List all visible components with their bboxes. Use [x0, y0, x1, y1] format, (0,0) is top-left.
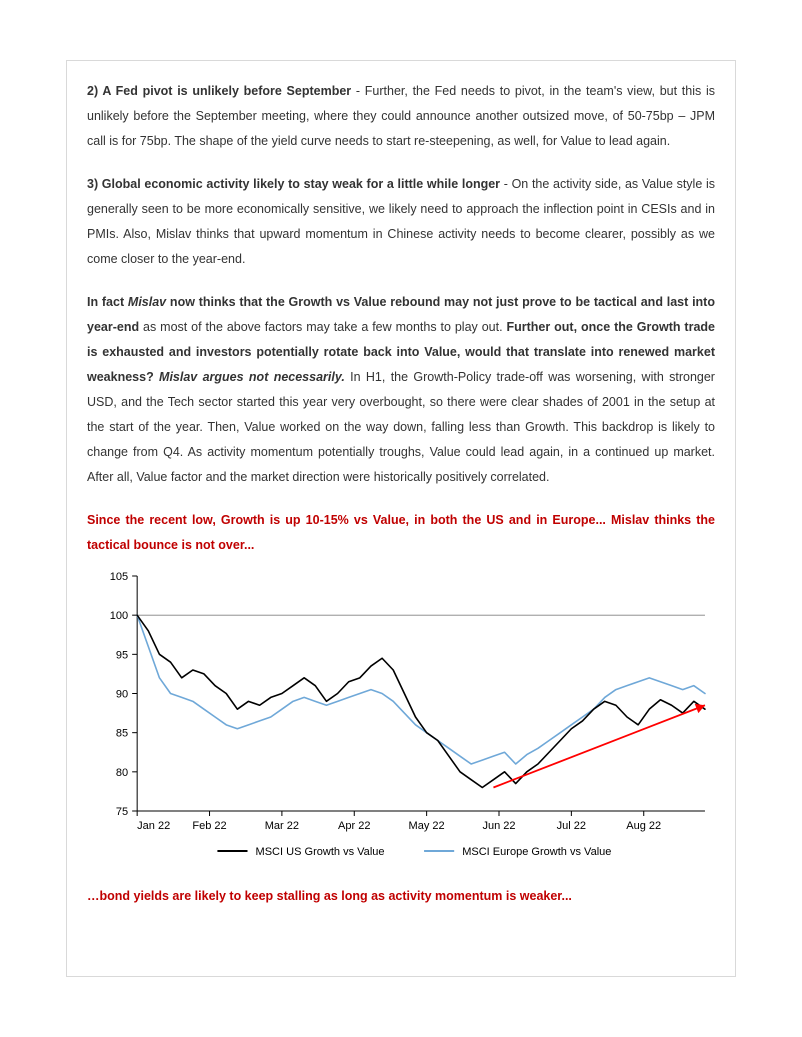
- red-heading-bottom: …bond yields are likely to keep stalling…: [87, 884, 715, 909]
- svg-text:Jun 22: Jun 22: [482, 820, 515, 832]
- svg-text:Jul 22: Jul 22: [557, 820, 586, 832]
- p4-b: Mislav: [128, 295, 166, 309]
- p4-f: Mislav argues not necessarily.: [159, 370, 345, 384]
- growth-vs-value-chart: 75 80 85 90 95 100 105 Jan 22 Feb 22 Mar 22 Apr 22…: [87, 566, 715, 866]
- content-box: 2) A Fed pivot is unlikely before Septem…: [66, 60, 736, 977]
- svg-text:Mar 22: Mar 22: [265, 820, 299, 832]
- svg-text:100: 100: [110, 610, 128, 622]
- svg-text:80: 80: [116, 767, 128, 779]
- svg-text:Apr 22: Apr 22: [338, 820, 370, 832]
- svg-text:Feb 22: Feb 22: [192, 820, 226, 832]
- p4-g: In H1, the Growth-Policy trade-off was w…: [87, 370, 715, 484]
- svg-text:90: 90: [116, 689, 128, 701]
- svg-text:Jan 22: Jan 22: [137, 820, 170, 832]
- svg-text:105: 105: [110, 571, 128, 583]
- svg-text:Aug 22: Aug 22: [626, 820, 661, 832]
- para-mislav: In fact Mislav now thinks that the Growt…: [87, 290, 715, 490]
- para-global-lead: 3) Global economic activity likely to st…: [87, 177, 500, 191]
- p4-d: as most of the above factors may take a …: [139, 320, 506, 334]
- para-fed-pivot: 2) A Fed pivot is unlikely before Septem…: [87, 79, 715, 154]
- svg-text:MSCI US Growth vs Value: MSCI US Growth vs Value: [256, 846, 385, 858]
- svg-text:MSCI Europe Growth vs Value: MSCI Europe Growth vs Value: [462, 846, 611, 858]
- red-heading-top: Since the recent low, Growth is up 10-15…: [87, 508, 715, 558]
- svg-text:95: 95: [116, 649, 128, 661]
- svg-text:May 22: May 22: [409, 820, 445, 832]
- svg-text:75: 75: [116, 806, 128, 818]
- p4-a: In fact: [87, 295, 128, 309]
- page: 2) A Fed pivot is unlikely before Septem…: [0, 0, 802, 1037]
- svg-text:85: 85: [116, 728, 128, 740]
- para-fed-pivot-lead: 2) A Fed pivot is unlikely before Septem…: [87, 84, 351, 98]
- para-global-activity: 3) Global economic activity likely to st…: [87, 172, 715, 272]
- chart-svg: 75 80 85 90 95 100 105 Jan 22 Feb 22 Mar 22 Apr 22…: [87, 566, 715, 866]
